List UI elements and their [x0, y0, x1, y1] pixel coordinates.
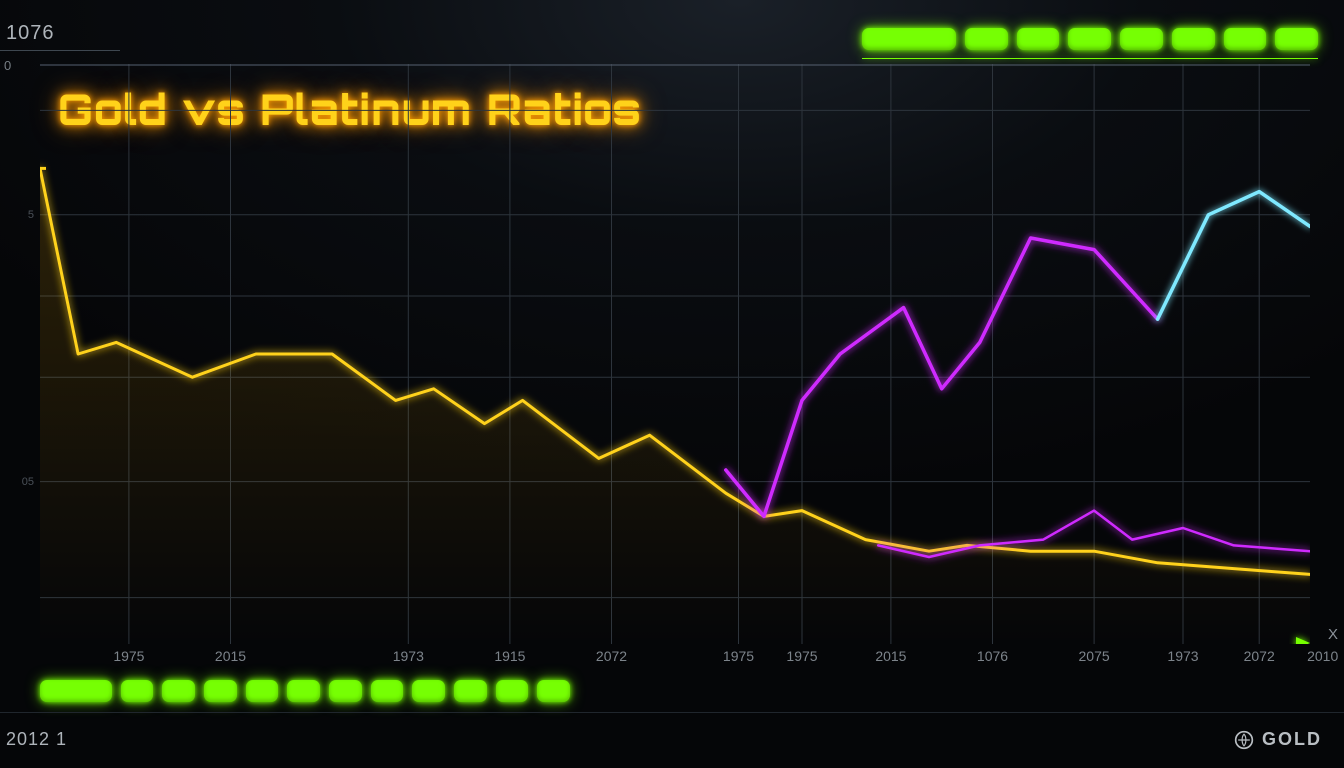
x-tick: 2075: [1079, 648, 1110, 664]
x-tick: 1975: [786, 648, 817, 664]
decor-pill: [454, 680, 487, 702]
bottom-divider: [0, 712, 1344, 713]
y-tick: 05: [22, 476, 34, 488]
x-tick: 2072: [596, 648, 627, 664]
decor-pill: [1120, 28, 1163, 50]
x-tick: 2072: [1244, 648, 1275, 664]
x-axis-label: X: [1328, 626, 1338, 643]
decor-pill: [287, 680, 320, 702]
decor-pill: [1172, 28, 1215, 50]
decor-pill: [412, 680, 445, 702]
decor-pill: [862, 28, 956, 50]
x-tick: 2010: [1307, 648, 1338, 664]
decor-pill: [162, 680, 195, 702]
top-left-year: 1076: [6, 22, 55, 45]
decor-pill: [121, 680, 154, 702]
x-tick: 1975: [113, 648, 144, 664]
x-tick: 1973: [393, 648, 424, 664]
brand-text: GOLD: [1262, 729, 1322, 750]
decor-pillbar-top: [862, 28, 1318, 50]
decor-pill: [1068, 28, 1111, 50]
x-tick: 1915: [494, 648, 525, 664]
x-tick: 2015: [215, 648, 246, 664]
x-tick: 2015: [875, 648, 906, 664]
chart-area: [40, 64, 1310, 644]
decor-pill: [1017, 28, 1060, 50]
pillbar-top-glowline: [862, 58, 1318, 59]
x-tick: 1975: [723, 648, 754, 664]
decor-pill: [496, 680, 529, 702]
decor-pill: [1224, 28, 1267, 50]
brand: GOLD: [1234, 729, 1322, 750]
decor-pill: [371, 680, 404, 702]
x-tick: 1076: [977, 648, 1008, 664]
x-tick: 1973: [1167, 648, 1198, 664]
x-tick-labels: 1975 2015 1973 1915 2072 1975 1975 2015 1076 2075…: [40, 648, 1310, 672]
decor-pill: [40, 680, 112, 702]
decor-pill: [204, 680, 237, 702]
decor-pill: [965, 28, 1008, 50]
decor-pill: [1275, 28, 1318, 50]
y-tick: 5: [28, 209, 34, 221]
chart-svg: [40, 64, 1310, 644]
decor-pill: [537, 680, 570, 702]
decor-pill: [329, 680, 362, 702]
decor-pill: [246, 680, 279, 702]
brand-icon: [1234, 730, 1254, 750]
bottom-left-label: 2012 1: [6, 729, 67, 750]
top-left-underline: [0, 50, 120, 51]
y-tick-labels: 5 05: [10, 64, 34, 644]
decor-pillbar-bottom: [40, 680, 570, 702]
